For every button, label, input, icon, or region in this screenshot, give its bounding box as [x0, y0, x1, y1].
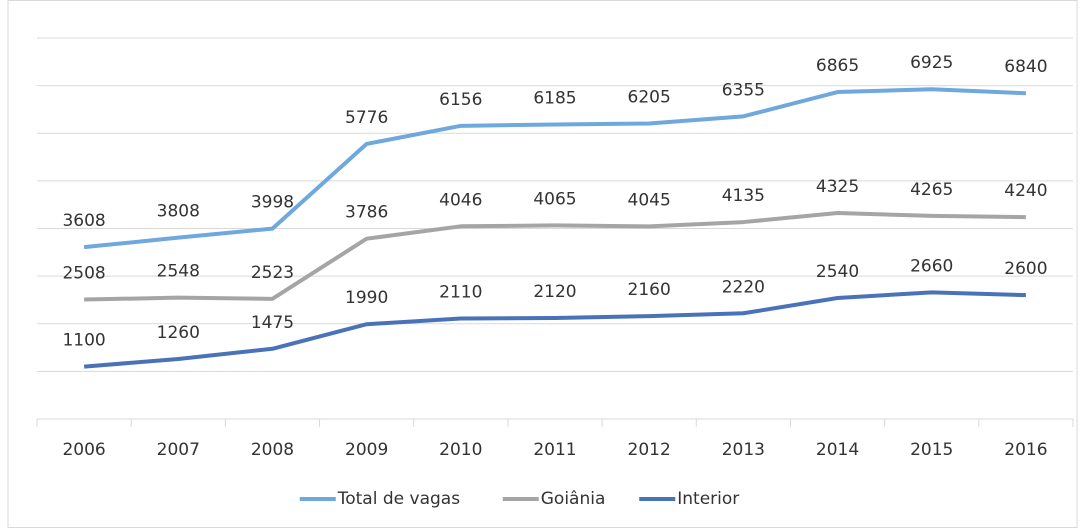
data-label: 6840	[1004, 57, 1047, 77]
x-tick-label: 2011	[533, 440, 576, 460]
data-label: 1260	[157, 323, 200, 343]
data-label: 4045	[628, 190, 671, 210]
data-label: 2220	[722, 277, 765, 297]
data-label: 4240	[1004, 181, 1047, 201]
x-tick-label: 2010	[439, 440, 482, 460]
series-line	[84, 211, 1026, 302]
data-label: 2160	[628, 280, 671, 300]
legend-label: Total de vagas	[337, 489, 460, 509]
data-label: 1990	[345, 288, 388, 308]
data-label: 6205	[628, 87, 671, 107]
data-label: 3786	[345, 203, 388, 223]
x-tick-label: 2007	[157, 440, 200, 460]
data-label: 2110	[439, 283, 482, 303]
data-label: 2600	[1004, 259, 1047, 279]
data-label: 5776	[345, 108, 388, 128]
data-label: 2660	[910, 256, 953, 276]
data-label: 6156	[439, 90, 482, 110]
data-label: 3808	[157, 202, 200, 222]
series-line	[83, 290, 1026, 369]
data-label: 2523	[251, 263, 294, 283]
data-label: 6355	[722, 80, 765, 100]
data-label: 6865	[816, 56, 859, 76]
x-tick-label: 2014	[816, 440, 859, 460]
data-label: 2540	[816, 262, 859, 282]
data-label: 4065	[533, 189, 576, 209]
data-label: 3998	[251, 193, 294, 213]
x-tick-label: 2006	[62, 440, 105, 460]
data-label: 2548	[157, 262, 200, 282]
data-label: 4265	[910, 180, 953, 200]
data-label: 1475	[251, 313, 294, 333]
data-label: 2120	[533, 282, 576, 302]
data-label: 1100	[62, 331, 105, 351]
data-label: 6185	[533, 88, 576, 108]
data-label: 3608	[62, 211, 105, 231]
data-label: 2508	[62, 264, 105, 284]
series-line	[83, 87, 1026, 250]
data-label: 4325	[816, 177, 859, 197]
x-tick-label: 2015	[910, 440, 953, 460]
x-tick-label: 2013	[722, 440, 765, 460]
legend-label: Interior	[677, 489, 739, 509]
x-tick-label: 2012	[628, 440, 671, 460]
data-label: 6925	[910, 53, 953, 73]
legend-label: Goiânia	[541, 489, 606, 509]
data-label: 4135	[722, 186, 765, 206]
data-label: 4046	[439, 190, 482, 210]
x-tick-label: 2009	[345, 440, 388, 460]
x-tick-label: 2016	[1004, 440, 1047, 460]
x-tick-label: 2008	[251, 440, 294, 460]
